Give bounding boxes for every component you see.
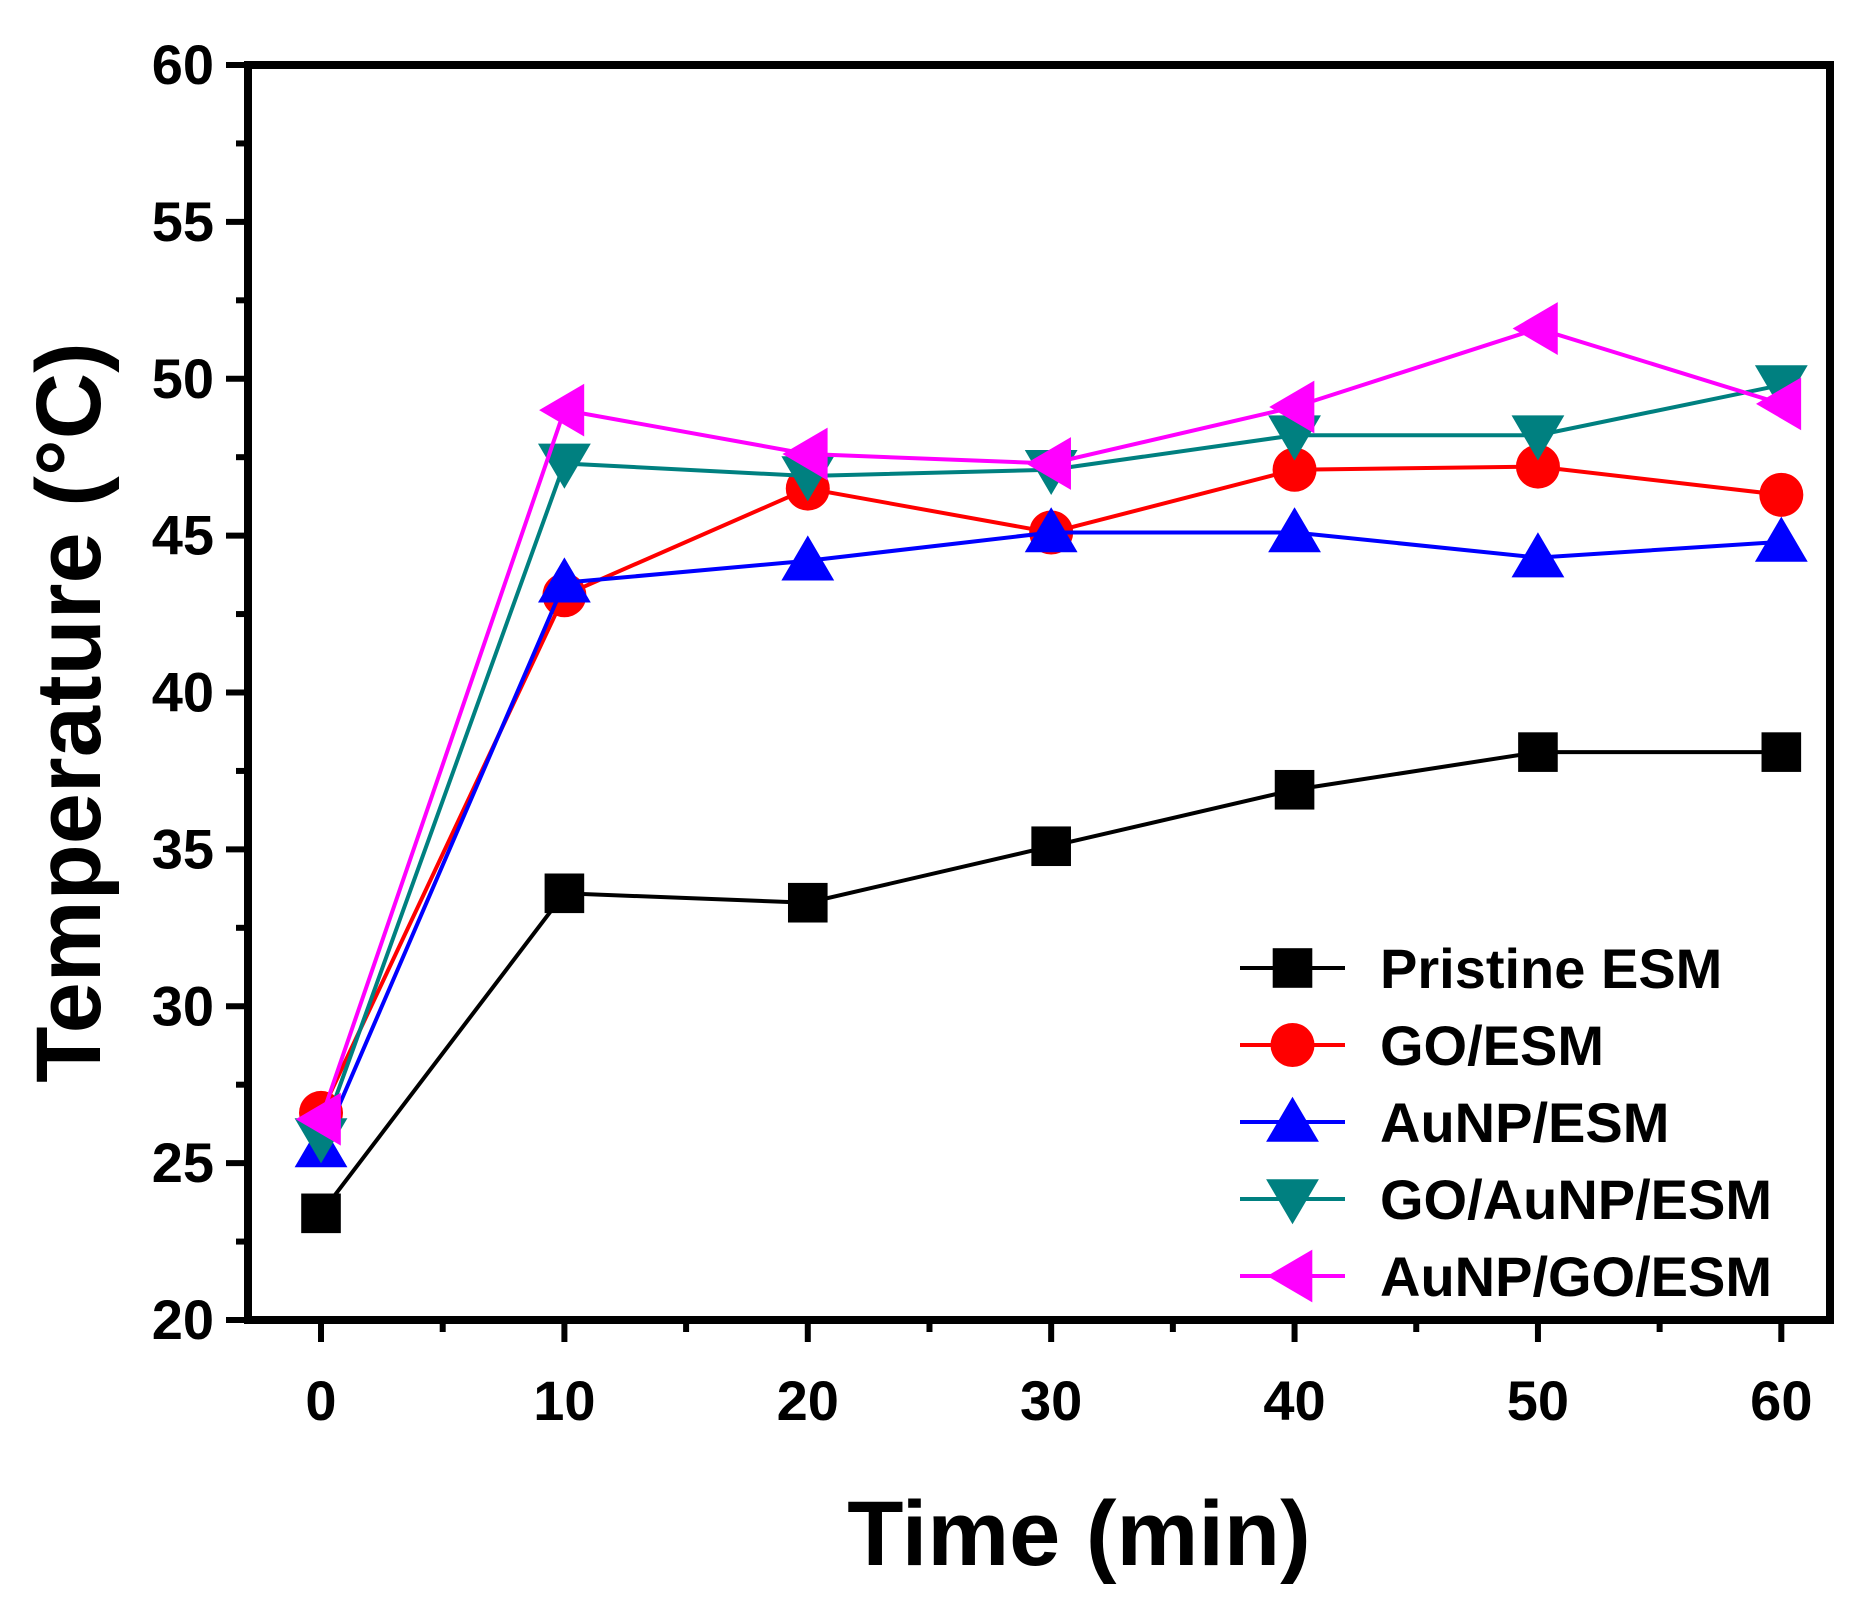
legend-marker <box>1272 948 1313 988</box>
y-tick-label: 40 <box>152 661 214 724</box>
data-point-aunp-go-esm <box>539 383 585 437</box>
data-point-aunp-go-esm <box>1025 437 1071 490</box>
data-point-pristine-esm <box>1761 732 1802 772</box>
data-point-pristine-esm <box>301 1193 341 1234</box>
legend-label: GO/AuNP/ESM <box>1380 1168 1772 1231</box>
data-point-go-esm <box>1272 447 1317 492</box>
series-aunp-go-esm <box>295 302 1802 1146</box>
data-point-pristine-esm <box>544 873 585 914</box>
y-tick-label: 60 <box>152 33 214 96</box>
data-point-aunp-esm <box>538 557 591 603</box>
legend-marker <box>1266 1096 1319 1142</box>
data-point-aunp-go-esm <box>1269 380 1315 434</box>
legend: Pristine ESM GO/ESM AuNP/ESM GO/AuNP/ESM AuN… <box>1240 937 1772 1308</box>
y-tick-label: 45 <box>152 504 214 567</box>
series-pristine-esm <box>301 732 1802 1234</box>
x-tick-label: 10 <box>533 1369 595 1432</box>
data-point-aunp-esm <box>1511 532 1565 578</box>
y-tick-label: 50 <box>152 347 214 410</box>
x-tick-label: 40 <box>1263 1369 1325 1432</box>
legend-label: Pristine ESM <box>1380 937 1722 1000</box>
data-point-go-aunp-esm <box>1511 415 1565 461</box>
legend-item-go-aunp-esm: GO/AuNP/ESM <box>1240 1168 1772 1231</box>
x-tick-label: 30 <box>1020 1369 1082 1432</box>
data-point-aunp-go-esm <box>1512 302 1558 355</box>
data-point-aunp-esm <box>1754 516 1808 562</box>
x-tick-label: 60 <box>1750 1369 1812 1432</box>
data-point-aunp-esm <box>1024 507 1078 553</box>
data-point-go-esm <box>1515 444 1560 489</box>
legend-marker <box>1267 1249 1313 1303</box>
data-point-pristine-esm <box>1031 826 1071 867</box>
y-tick-label: 35 <box>152 817 214 880</box>
axes-layer: 0 10 20 30 40 50 60 20 25 30 35 40 45 50 55 60 Time (min… <box>18 33 1834 1585</box>
series-layer <box>294 302 1808 1234</box>
series-aunp-esm <box>294 507 1808 1168</box>
x-axis-title: Time (min) <box>847 1483 1310 1585</box>
legend-marker <box>1270 1023 1315 1067</box>
data-point-go-aunp-esm <box>1754 365 1808 411</box>
legend-label: AuNP/ESM <box>1380 1091 1669 1154</box>
legend-label: GO/ESM <box>1380 1014 1604 1077</box>
data-point-aunp-esm <box>1268 507 1321 553</box>
y-tick-label: 30 <box>152 974 214 1037</box>
data-point-go-aunp-esm <box>538 443 591 489</box>
legend-label: AuNP/GO/ESM <box>1380 1245 1772 1308</box>
data-point-go-esm <box>1759 472 1804 517</box>
x-tick-label: 50 <box>1507 1369 1569 1432</box>
data-point-aunp-go-esm <box>782 427 828 481</box>
y-tick-label: 55 <box>152 190 214 253</box>
data-point-pristine-esm <box>1274 769 1315 810</box>
legend-marker <box>1266 1179 1319 1225</box>
legend-item-pristine-esm: Pristine ESM <box>1240 937 1722 1000</box>
x-tick-label: 0 <box>305 1369 336 1432</box>
y-tick-label: 25 <box>152 1131 214 1194</box>
legend-item-go-esm: GO/ESM <box>1240 1014 1604 1077</box>
data-point-aunp-esm <box>781 535 835 581</box>
data-point-pristine-esm <box>1518 732 1558 772</box>
x-tick-label: 20 <box>777 1369 839 1432</box>
data-point-aunp-go-esm <box>1756 377 1802 431</box>
data-point-aunp-go-esm <box>295 1092 341 1146</box>
data-point-pristine-esm <box>787 882 828 923</box>
y-axis-title: Temperature (°C) <box>18 342 120 1083</box>
legend-item-aunp-esm: AuNP/ESM <box>1240 1091 1669 1154</box>
y-tick-label: 20 <box>152 1288 214 1351</box>
legend-item-aunp-go-esm: AuNP/GO/ESM <box>1240 1245 1772 1308</box>
